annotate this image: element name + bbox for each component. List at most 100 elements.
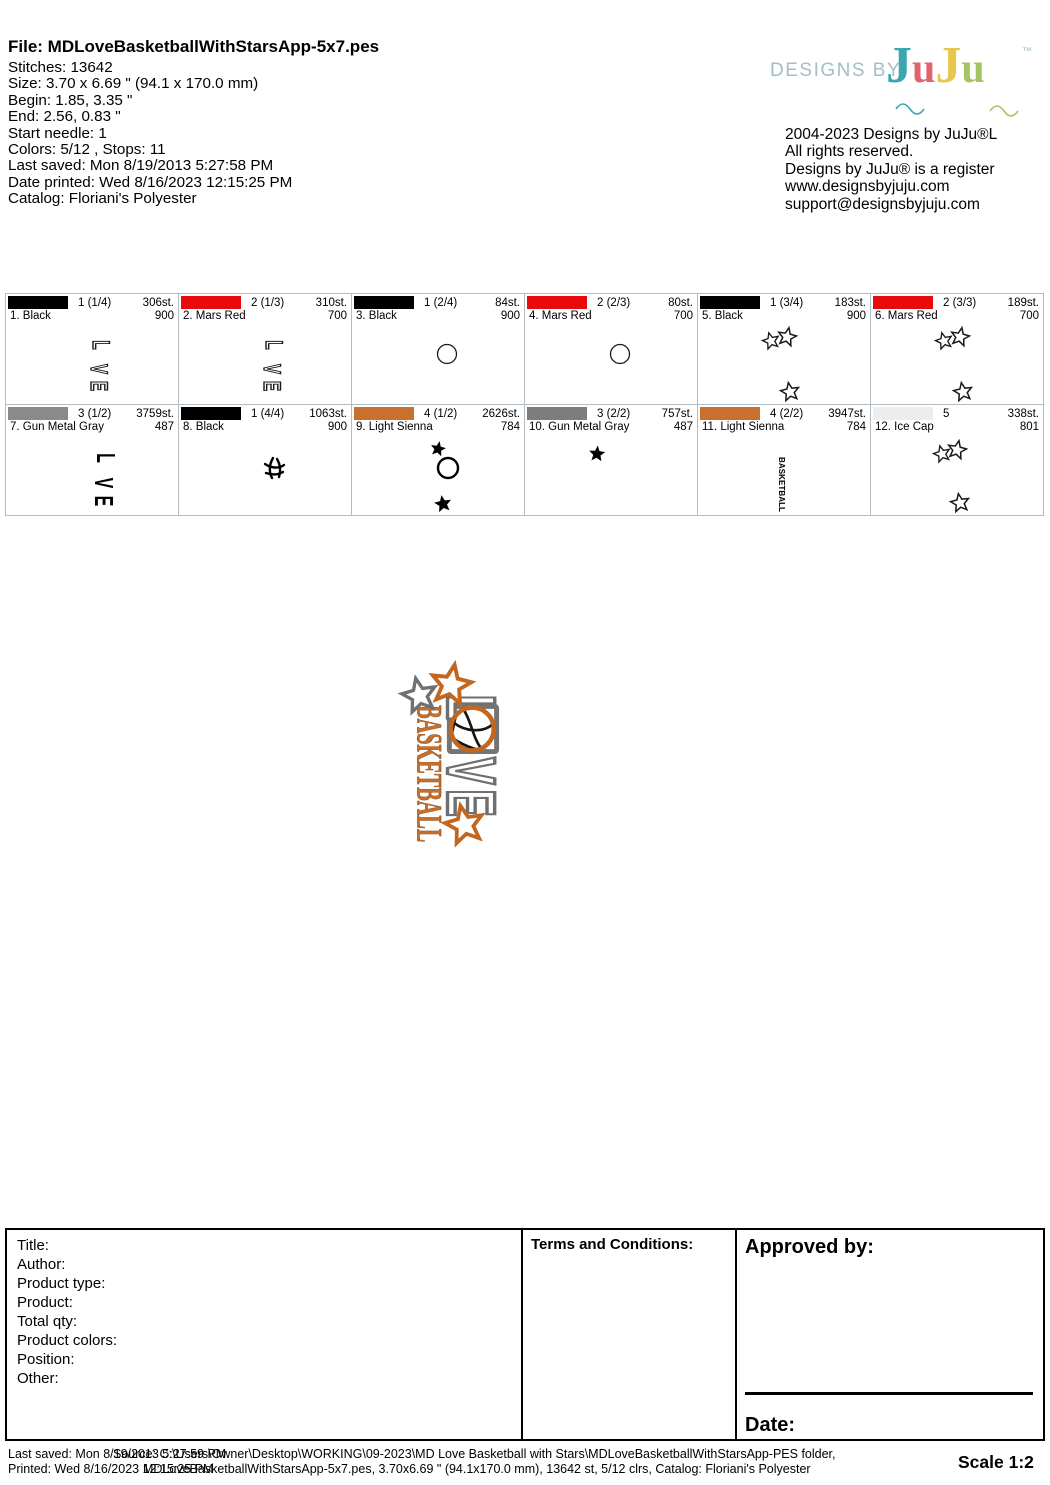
info-size: Size: 3.70 x 6.69 " (94.1 x 170.0 mm) [8,75,259,93]
stitch-count: 338st. [1007,407,1039,420]
thread-code: 700 [327,310,347,322]
info-last-saved: Last saved: Mon 8/19/2013 5:27:58 PM [8,157,274,175]
thread-cell-3: 1 (2/4) 84st. 3. Black 900 [352,294,525,405]
stitch-count: 84st. [495,296,520,309]
footer-last-saved: Last saved: Mon 8/19/2013 5:27:59 PM [8,1447,227,1461]
logo-letter-u1: u [912,46,936,92]
logo-letter-j2: J [935,37,962,94]
approval-box: Approved by: Date: [737,1230,1043,1439]
stitch-preview-stars [698,323,870,404]
thread-swatch [873,296,933,309]
thread-cell-10: 3 (2/2) 757st. 10. Gun Metal Gray 487 [525,405,698,516]
thread-name: 6. Mars Red [875,310,938,322]
thread-name: 11. Light Sienna [702,421,785,433]
thread-name: 2. Mars Red [183,310,246,322]
stitch-count: 310st. [315,296,347,309]
stitch-preview-basketball-word: BASKETBALL [698,434,870,515]
stitch-preview-circle [352,323,524,404]
info-start-needle: Start needle: 1 [8,124,107,142]
brand-logo: JuJu [886,40,985,92]
thread-code: 900 [846,310,866,322]
stitch-count: 3947st. [828,407,866,420]
thread-code: 487 [673,421,693,433]
copyright-line: 2004-2023 Designs by JuJu®L [785,126,998,143]
thread-code: 900 [154,310,174,322]
thread-code: 900 [500,310,520,322]
thread-name: 8. Black [183,421,224,433]
needle-label: 2 (3/3) [943,296,977,309]
thread-swatch [354,296,414,309]
brand-logo-prefix: DESIGNS BY [770,60,902,81]
form-label-product-colors: Product colors: [17,1332,118,1349]
thread-cell-9: 4 (1/2) 2626st. 9. Light Sienna 784 [352,405,525,516]
thread-swatch [700,296,760,309]
stitch-preview-star-circle-star [352,434,524,515]
thread-cell-8: 1 (4/4) 1063st. 8. Black 900 [179,405,352,516]
basketball-word: BASKETBALL [409,705,449,842]
thread-swatch [8,296,68,309]
design-info-block: Stitches: 13642 Size: 3.70 x 6.69 " (94.… [8,59,292,208]
needle-label: 1 (1/4) [78,296,112,309]
thread-name: 3. Black [356,310,397,322]
svg-text:V: V [89,478,118,489]
form-label-total-qty: Total qty: [17,1313,78,1330]
info-stitches: Stitches: 13642 [8,59,113,76]
stitch-preview-ball-seams [179,434,351,515]
stitch-count: 1063st. [309,407,347,420]
thread-cell-1: 1 (1/4) 306st. 1. Black 900 L V E [6,294,179,405]
thread-name: 9. Light Sienna [356,421,433,433]
stitch-preview-stars [871,323,1043,404]
needle-label: 1 (3/4) [770,296,804,309]
form-label-author: Author: [17,1256,66,1273]
thread-color-table: 1 (1/4) 306st. 1. Black 900 L V E 2 (1/3) 3… [5,293,1044,516]
thread-name: 7. Gun Metal Gray [10,421,104,433]
thread-cell-4: 2 (2/3) 80st. 4. Mars Red 700 [525,294,698,405]
footer-printed: Printed: Wed 8/16/2023 12:15:25 PM [8,1462,214,1476]
copyright-block: 2004-2023 Designs by JuJu®L All rights r… [785,126,997,213]
trademark-symbol: ™ [1022,46,1032,57]
form-label-other: Other: [17,1370,59,1387]
terms-box: Terms and Conditions: [523,1230,737,1439]
thread-name: 4. Mars Red [529,310,592,322]
thread-swatch [181,407,241,420]
thread-cell-7: 3 (1/2) 3759st. 7. Gun Metal Gray 487 L V … [6,405,179,516]
stitch-count: 189st. [1007,296,1039,309]
svg-text:L: L [87,340,113,349]
form-label-product-type: Product type: [17,1275,106,1292]
file-title: File: MDLoveBasketballWithStarsApp-5x7.p… [8,37,380,56]
stitch-count: 183st. [834,296,866,309]
svg-text:V: V [258,364,284,374]
thread-swatch [873,407,933,420]
svg-text:V: V [85,364,111,374]
svg-text:E: E [89,496,118,507]
stitch-count: 80st. [668,296,693,309]
stitch-count: 306st. [142,296,174,309]
date-label: Date: [745,1414,796,1436]
love-letter-e: E [433,789,509,816]
info-colors: Colors: 5/12 , Stops: 11 [8,141,166,159]
info-catalog: Catalog: Floriani's Polyester [8,190,197,208]
thread-cell-2: 2 (1/3) 310st. 2. Mars Red 700 L V E [179,294,352,405]
needle-label: 4 (2/2) [770,407,804,420]
needle-label: 3 (2/2) [597,407,631,420]
rights-line: All rights reserved. [785,143,914,161]
svg-text:E: E [85,381,111,391]
footer-print-times: Last saved: Mon 8/19/2013 5:27:59 PM Pri… [8,1447,226,1477]
form-label-product: Product: [17,1294,73,1311]
thread-code: 784 [846,421,866,433]
signature-line [745,1392,1033,1395]
svg-text:BASKETBALL: BASKETBALL [777,457,787,512]
needle-label: 2 (2/3) [597,296,631,309]
thread-code: 900 [327,421,347,433]
logo-letter-u2: u [961,46,985,92]
needle-label: 1 (2/4) [424,296,458,309]
thread-name: 12. Ice Cap [875,421,934,433]
gray-star-icon [399,675,439,713]
info-begin: Begin: 1.85, 3.35 " [8,91,133,109]
thread-code: 700 [1019,310,1039,322]
order-details-box: Title: Author: Product type: Product: To… [7,1230,523,1439]
stitch-preview-love-filled: L V E [6,434,178,515]
thread-swatch [527,407,587,420]
thread-name: 5. Black [702,310,743,322]
